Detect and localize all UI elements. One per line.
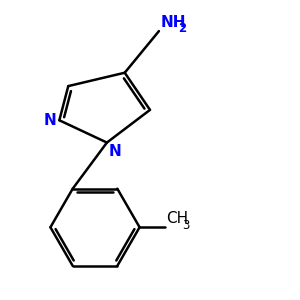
- Text: CH: CH: [166, 211, 188, 226]
- Text: N: N: [108, 144, 121, 159]
- Text: N: N: [44, 113, 56, 128]
- Text: 2: 2: [178, 22, 186, 35]
- Text: 3: 3: [182, 219, 189, 232]
- Text: NH: NH: [160, 15, 186, 30]
